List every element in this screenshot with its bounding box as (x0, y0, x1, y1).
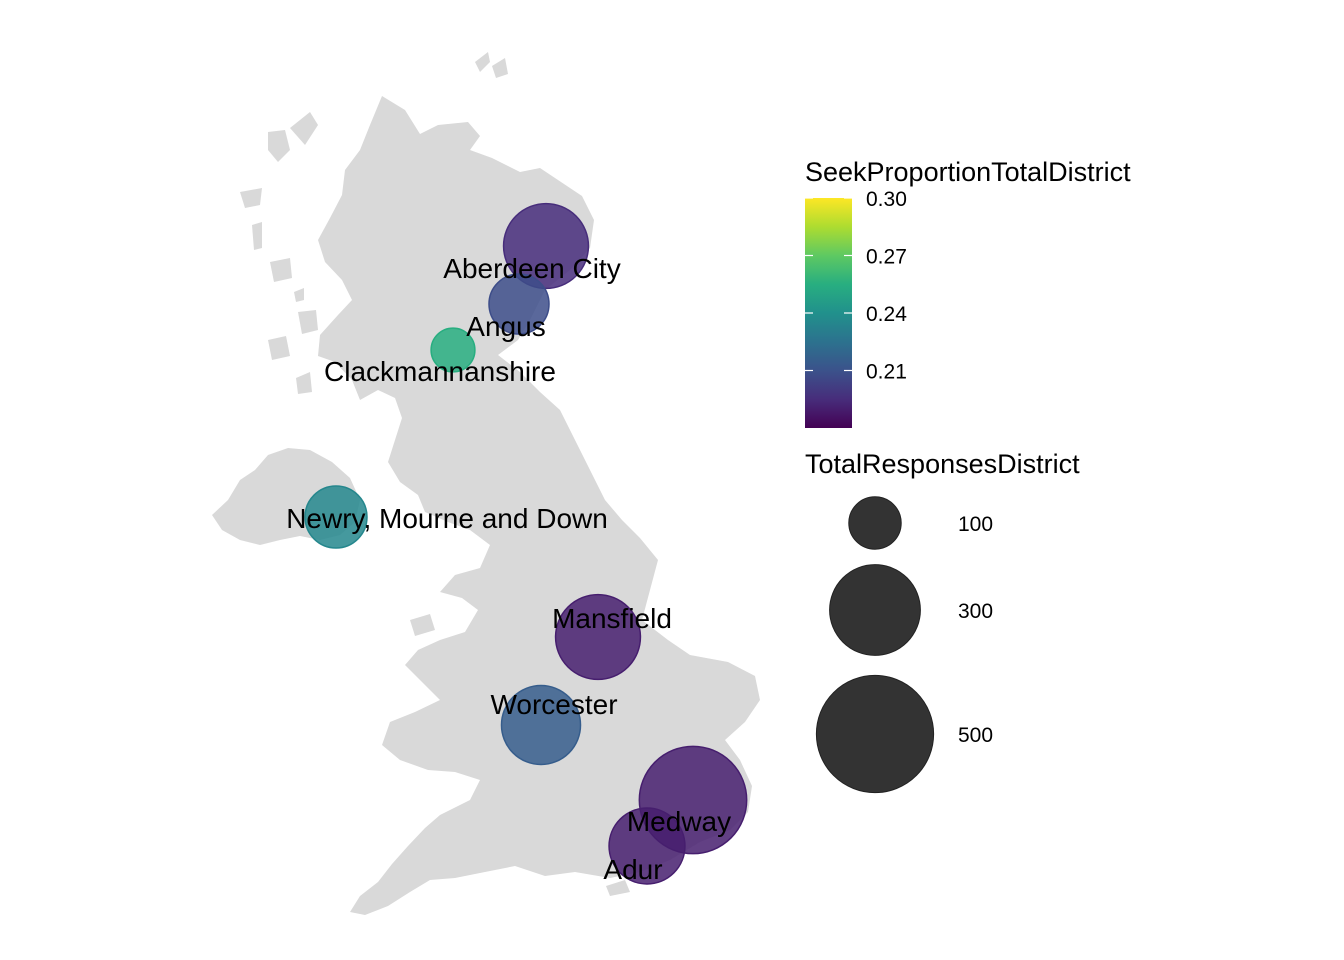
size-legend-label: 500 (958, 724, 993, 747)
island-shape (492, 58, 508, 78)
district-bubble-worcester (500, 684, 582, 766)
district-label-worcester: Worcester (490, 689, 617, 720)
district-bubble-newry-mourne-and-down (304, 485, 368, 549)
island-shape (268, 336, 290, 360)
great-britain-shape (318, 96, 760, 915)
district-bubble-adur (608, 807, 686, 885)
island-shape (475, 52, 490, 72)
island-shape (294, 288, 304, 302)
district-label-angus: Angus (466, 311, 545, 342)
island-shape (240, 188, 262, 208)
size-legend-label: 300 (958, 600, 993, 623)
color-legend-tick-label: 0.30 (866, 188, 907, 211)
color-legend-tick-label: 0.24 (866, 303, 907, 326)
district-label-medway: Medway (627, 806, 731, 837)
size-legend-entries: 100 300 500 (815, 496, 993, 794)
district-bubbles (304, 202, 748, 885)
district-bubble-clackmannanshire (430, 327, 476, 373)
size-legend-title: TotalResponsesDistrict (805, 449, 1080, 479)
district-label-aberdeen-city: Aberdeen City (443, 253, 620, 284)
size-legend-label: 100 (958, 513, 993, 536)
island-shape (290, 112, 318, 145)
island-shape (268, 130, 290, 162)
color-legend-ticks: 0.30 0.27 0.24 0.21 (805, 188, 907, 384)
island-shape (298, 310, 318, 334)
color-legend-tick-label: 0.21 (866, 361, 907, 384)
district-label-adur: Adur (603, 854, 662, 885)
size-legend-circle-300 (829, 564, 921, 656)
island-shape (606, 880, 630, 896)
district-bubble-mansfield (554, 593, 642, 681)
district-bubble-aberdeen-city (502, 202, 590, 290)
size-legend-circle-100 (848, 496, 902, 550)
district-label-clackmannanshire: Clackmannanshire (324, 356, 556, 387)
island-shape (270, 258, 292, 282)
size-legend-circle-500 (815, 674, 935, 794)
district-bubble-angus (488, 273, 550, 335)
color-legend-tick-label: 0.27 (866, 246, 907, 269)
district-label-newry-mourne-and-down: Newry, Mourne and Down (286, 503, 608, 534)
district-labels: Aberdeen City Angus Clackmannanshire Newry,… (286, 253, 731, 885)
district-label-mansfield: Mansfield (552, 603, 672, 634)
island-shape (296, 372, 312, 394)
map-legend: SeekProportionTotalDistrict 0.30 0.27 0.24… (805, 157, 1131, 794)
color-legend-title: SeekProportionTotalDistrict (805, 157, 1131, 187)
island-shape (252, 222, 262, 250)
island-shape (410, 614, 435, 636)
